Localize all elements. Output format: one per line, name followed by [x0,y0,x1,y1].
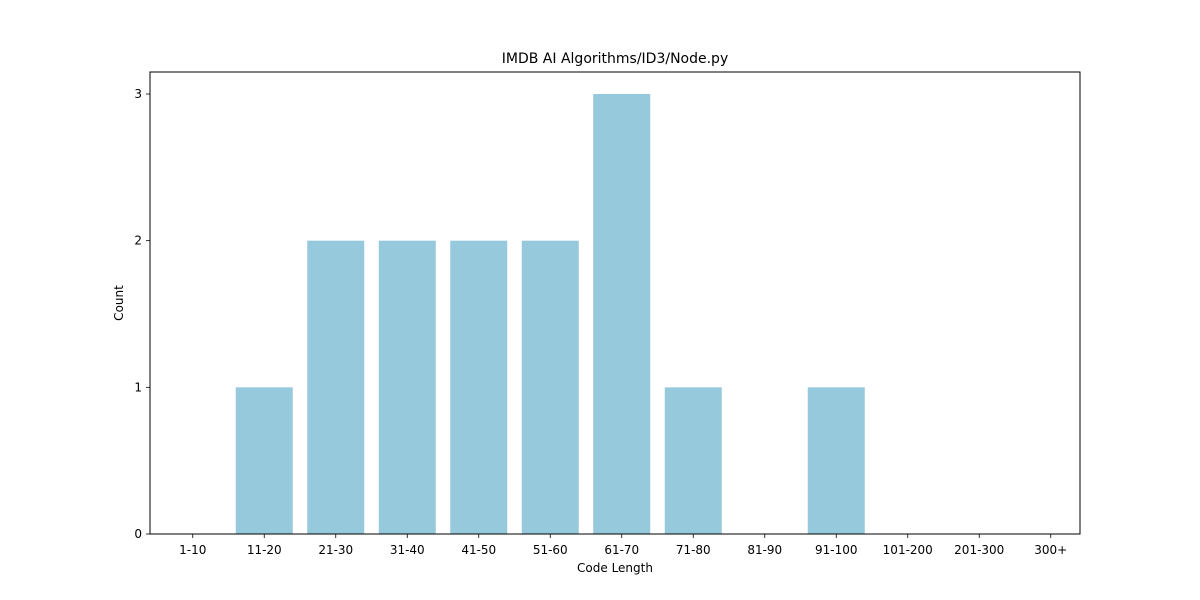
x-tick-label: 91-100 [815,543,858,557]
x-tick-label: 201-300 [954,543,1004,557]
chart-title: IMDB AI Algorithms/ID3/Node.py [502,51,728,67]
x-tick-label: 31-40 [390,543,425,557]
y-tick-label: 2 [134,234,142,248]
y-tick-label: 1 [134,380,142,394]
x-tick-label: 11-20 [247,543,282,557]
bar-21-30 [307,240,365,535]
x-tick-label: 1-10 [179,543,206,557]
x-tick-label: 61-70 [604,543,639,557]
plot-frame [149,71,1081,535]
bar-71-80 [664,387,722,534]
x-tick-label: 41-50 [461,543,496,557]
bar-91-100 [807,387,865,534]
x-tick-label: 101-200 [883,543,933,557]
bar-51-60 [521,240,579,535]
x-tick-label: 51-60 [533,543,568,557]
y-tick-label: 0 [134,527,142,541]
x-tick-label: 21-30 [318,543,353,557]
bars-group [235,94,865,535]
y-tick-label: 3 [134,87,142,101]
bar-61-70 [593,94,651,534]
x-tick-label: 71-80 [676,543,711,557]
x-axis: 1-10 11-20 21-30 31-40 41-50 51-60 61-70 71-80 8… [179,534,1067,557]
x-axis-label: Code Length [577,561,653,575]
bar-31-40 [378,240,436,535]
y-axis: 0 1 2 3 [134,87,150,541]
x-tick-label: 81-90 [747,543,782,557]
bar-41-50 [450,240,508,535]
y-axis-label: Count [112,285,126,321]
x-tick-label: 300+ [1034,543,1067,557]
bar-11-20 [235,387,293,534]
